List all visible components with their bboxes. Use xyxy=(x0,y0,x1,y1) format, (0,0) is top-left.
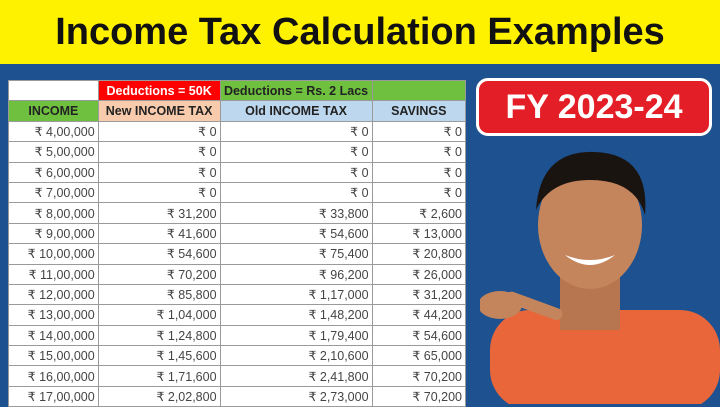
cell-savings: ₹ 2,600 xyxy=(371,202,467,224)
tax-table: Deductions = 50K Deductions = Rs. 2 Lacs… xyxy=(8,79,467,407)
cell-new-tax: ₹ 1,24,800 xyxy=(97,324,221,347)
table-row: ₹ 8,00,000 ₹ 31,200 ₹ 33,800 ₹ 2,600 xyxy=(8,202,467,224)
cell-savings: ₹ 44,200 xyxy=(371,304,467,326)
table-row: ₹ 6,00,000 ₹ 0 ₹ 0 ₹ 0 xyxy=(8,161,467,183)
cell-income: ₹ 11,00,000 xyxy=(8,263,99,285)
cell-income: ₹ 7,00,000 xyxy=(8,181,99,204)
cell-old-tax: ₹ 1,79,400 xyxy=(219,324,373,347)
cell-old-tax: ₹ 2,10,600 xyxy=(219,345,373,367)
cell-savings: ₹ 26,000 xyxy=(371,263,467,285)
cell-old-tax: ₹ 33,800 xyxy=(219,202,373,224)
cell-savings: ₹ 31,200 xyxy=(371,283,467,306)
cell-savings: ₹ 65,000 xyxy=(371,345,467,367)
thumbnail-title: Income Tax Calculation Examples xyxy=(0,0,720,64)
table-row: ₹ 13,00,000 ₹ 1,04,000 ₹ 1,48,200 ₹ 44,200 xyxy=(8,304,467,326)
table-row: ₹ 16,00,000 ₹ 1,71,600 ₹ 2,41,800 ₹ 70,200 xyxy=(8,365,467,387)
cell-income: ₹ 12,00,000 xyxy=(8,283,99,306)
cell-savings: ₹ 0 xyxy=(371,120,467,143)
cell-new-tax: ₹ 0 xyxy=(97,161,221,183)
cell-new-tax: ₹ 0 xyxy=(97,141,221,163)
table-row: ₹ 9,00,000 ₹ 41,600 ₹ 54,600 ₹ 13,000 xyxy=(8,222,467,245)
cell-income: ₹ 5,00,000 xyxy=(8,141,99,163)
cell-new-tax: ₹ 31,200 xyxy=(97,202,221,224)
empty-cell xyxy=(8,79,99,102)
header-new-tax: New INCOME TAX xyxy=(97,100,221,122)
cell-new-tax: ₹ 54,600 xyxy=(97,243,221,265)
table-row: ₹ 11,00,000 ₹ 70,200 ₹ 96,200 ₹ 26,000 xyxy=(8,263,467,285)
cell-new-tax: ₹ 1,71,600 xyxy=(97,365,221,387)
cell-old-tax: ₹ 1,17,000 xyxy=(219,283,373,306)
cell-savings: ₹ 13,000 xyxy=(371,222,467,245)
presenter-photo xyxy=(480,151,720,404)
table-row: ₹ 7,00,000 ₹ 0 ₹ 0 ₹ 0 xyxy=(8,181,467,204)
cell-income: ₹ 14,00,000 xyxy=(8,324,99,347)
table-row: ₹ 4,00,000 ₹ 0 ₹ 0 ₹ 0 xyxy=(8,120,467,143)
header-old-tax: Old INCOME TAX xyxy=(219,100,373,122)
cell-income: ₹ 13,00,000 xyxy=(8,304,99,326)
cell-new-tax: ₹ 1,04,000 xyxy=(97,304,221,326)
cell-savings: ₹ 0 xyxy=(371,181,467,204)
cell-new-tax: ₹ 70,200 xyxy=(97,263,221,285)
header-income: INCOME xyxy=(8,100,99,122)
cell-old-tax: ₹ 2,41,800 xyxy=(219,365,373,387)
cell-savings: ₹ 0 xyxy=(371,141,467,163)
cell-new-tax: ₹ 0 xyxy=(97,181,221,204)
cell-income: ₹ 15,00,000 xyxy=(8,345,99,367)
cell-income: ₹ 8,00,000 xyxy=(8,202,99,224)
cell-new-tax: ₹ 0 xyxy=(97,120,221,143)
cell-new-tax: ₹ 1,45,600 xyxy=(97,345,221,367)
cell-income: ₹ 16,00,000 xyxy=(8,365,99,387)
cell-new-tax: ₹ 85,800 xyxy=(97,283,221,306)
cell-savings: ₹ 20,800 xyxy=(371,243,467,265)
cell-new-tax: ₹ 41,600 xyxy=(97,222,221,245)
cell-savings: ₹ 0 xyxy=(371,161,467,183)
cell-old-tax: ₹ 54,600 xyxy=(219,222,373,245)
cell-old-tax: ₹ 1,48,200 xyxy=(219,304,373,326)
table-row: ₹ 14,00,000 ₹ 1,24,800 ₹ 1,79,400 ₹ 54,600 xyxy=(8,324,467,347)
deductions-row: Deductions = 50K Deductions = Rs. 2 Lacs xyxy=(8,79,467,102)
cell-income: ₹ 6,00,000 xyxy=(8,161,99,183)
deductions-new: Deductions = 50K xyxy=(97,79,221,102)
cell-income: ₹ 10,00,000 xyxy=(8,243,99,265)
cell-old-tax: ₹ 0 xyxy=(219,181,373,204)
table-row: ₹ 5,00,000 ₹ 0 ₹ 0 ₹ 0 xyxy=(8,141,467,163)
cell-old-tax: ₹ 0 xyxy=(219,141,373,163)
fy-badge: FY 2023-24 xyxy=(476,78,712,136)
header-savings: SAVINGS xyxy=(371,100,467,122)
header-row: INCOME New INCOME TAX Old INCOME TAX SAV… xyxy=(8,100,467,122)
cell-savings: ₹ 70,200 xyxy=(371,365,467,387)
cell-income: ₹ 9,00,000 xyxy=(8,222,99,245)
cell-old-tax: ₹ 0 xyxy=(219,161,373,183)
cell-old-tax: ₹ 75,400 xyxy=(219,243,373,265)
table-row: ₹ 10,00,000 ₹ 54,600 ₹ 75,400 ₹ 20,800 xyxy=(8,243,467,265)
cell-income: ₹ 4,00,000 xyxy=(8,120,99,143)
deductions-old: Deductions = Rs. 2 Lacs xyxy=(219,79,373,102)
cell-old-tax: ₹ 96,200 xyxy=(219,263,373,285)
cell-old-tax: ₹ 0 xyxy=(219,120,373,143)
table-row: ₹ 15,00,000 ₹ 1,45,600 ₹ 2,10,600 ₹ 65,000 xyxy=(8,345,467,367)
cell-savings: ₹ 54,600 xyxy=(371,324,467,347)
table-row: ₹ 12,00,000 ₹ 85,800 ₹ 1,17,000 ₹ 31,200 xyxy=(8,283,467,306)
empty-cell xyxy=(371,79,467,102)
